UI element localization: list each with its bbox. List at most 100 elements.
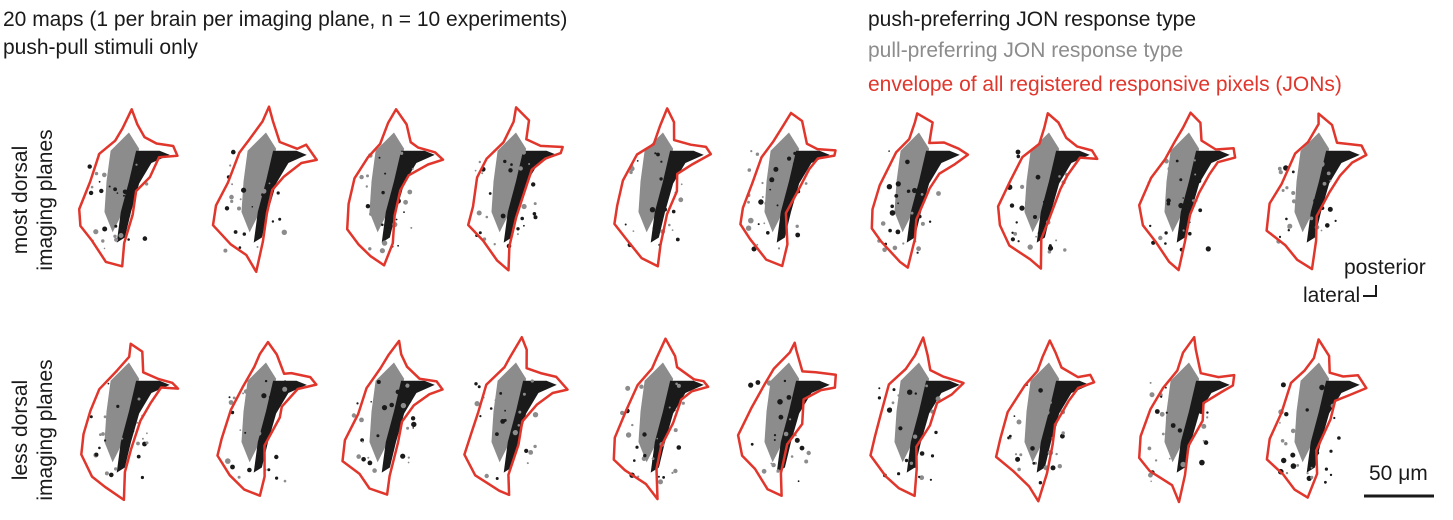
envelope-outline: [216, 340, 318, 497]
pixel-speckle: [747, 168, 752, 172]
push-region: [776, 150, 830, 243]
pixel-speckle: [242, 392, 245, 395]
pixel-speckle: [877, 396, 882, 400]
pixel-speckle: [1334, 219, 1337, 222]
pixel-speckle: [1307, 168, 1313, 174]
envelope-outline: [77, 108, 179, 268]
pull-region: [1024, 132, 1060, 233]
pixel-speckle: [1290, 452, 1296, 458]
pixel-speckle: [1029, 187, 1033, 191]
pixel-speckle: [264, 379, 268, 383]
pixel-speckle: [516, 233, 519, 236]
pixel-speckle: [904, 458, 909, 463]
pixel-speckle: [124, 419, 127, 421]
pixel-speckle: [389, 175, 393, 179]
pixel-speckle: [376, 434, 380, 438]
pixel-speckle: [365, 185, 368, 188]
pixel-speckle: [500, 213, 506, 219]
pixel-speckle: [1285, 186, 1289, 190]
pixel-speckle: [930, 454, 935, 458]
pixel-speckle: [756, 243, 759, 246]
pixel-speckle: [395, 218, 398, 221]
envelope-outline: [1137, 111, 1237, 272]
pixel-speckle: [901, 439, 903, 442]
pixel-speckle: [935, 396, 941, 402]
pixel-speckle: [652, 459, 655, 462]
pixel-speckle: [783, 431, 789, 437]
pixel-speckle: [1154, 409, 1160, 414]
pixel-speckle: [495, 477, 499, 480]
pixel-speckle: [1291, 191, 1296, 195]
pixel-speckle: [359, 174, 364, 180]
push-region: [1306, 380, 1360, 473]
pixel-speckle: [1306, 472, 1309, 475]
pixel-speckle: [1055, 452, 1058, 456]
pixel-speckle: [137, 397, 141, 401]
pixel-speckle: [361, 440, 364, 443]
pixel-speckle: [1203, 440, 1209, 445]
envelope-outline: [1265, 112, 1368, 271]
pixel-speckle: [484, 473, 489, 479]
pixel-speckle: [244, 431, 247, 434]
pixel-speckle: [625, 432, 632, 438]
pull-region: [241, 362, 277, 463]
pixel-speckle: [793, 181, 798, 186]
pull-region: [104, 362, 140, 463]
pixel-speckle: [1037, 160, 1040, 163]
pixel-speckle: [1015, 456, 1021, 462]
envelope-outline: [211, 105, 318, 274]
most-dorsal-map-10: [1265, 112, 1368, 271]
pixel-speckle: [381, 405, 388, 411]
pixel-speckle: [914, 208, 918, 212]
envelope-outline: [613, 107, 713, 268]
pixel-speckle: [804, 459, 809, 464]
pixel-speckle: [1206, 411, 1209, 414]
pixel-speckle: [275, 476, 279, 480]
pixel-speckle: [87, 164, 92, 169]
pixel-speckle: [521, 203, 527, 210]
pixel-speckle: [1019, 453, 1023, 457]
pixel-speckle: [481, 172, 484, 175]
pixel-speckle: [797, 480, 800, 483]
pixel-speckle: [532, 212, 537, 216]
pixel-speckle: [1202, 439, 1205, 442]
pixel-speckle: [1290, 428, 1296, 434]
push-region: [253, 150, 307, 243]
pull-region: [369, 362, 405, 463]
pixel-speckle: [1167, 166, 1172, 171]
less-dorsal-map-2: [216, 340, 318, 497]
pixel-speckle: [230, 199, 234, 203]
pixel-speckle: [892, 388, 896, 392]
pixel-speckle: [748, 217, 754, 224]
pixel-speckle: [1027, 244, 1033, 250]
pixel-speckle: [98, 180, 101, 183]
pixel-speckle: [370, 401, 373, 403]
pixel-speckle: [799, 445, 805, 451]
pixel-speckle: [228, 400, 234, 405]
pixel-speckle: [145, 441, 149, 445]
pixel-speckle: [1013, 415, 1016, 417]
envelope-outline: [463, 335, 569, 497]
pixel-speckle: [109, 472, 114, 478]
pixel-speckle: [489, 407, 493, 410]
pixel-speckle: [763, 222, 766, 225]
pixel-speckle: [1017, 467, 1021, 472]
pixel-speckle: [894, 194, 899, 198]
pixel-speckle: [914, 392, 917, 395]
pixel-speckle: [142, 236, 148, 241]
most-dorsal-map-6: [739, 111, 837, 268]
maps-row-most-dorsal: [77, 105, 1368, 274]
pixel-speckle: [1329, 179, 1332, 182]
pixel-speckle: [882, 247, 887, 253]
pixel-speckle: [675, 382, 678, 386]
pixel-speckle: [381, 240, 388, 246]
pixel-speckle: [1016, 419, 1022, 425]
pixel-speckle: [1030, 405, 1035, 410]
pixel-speckle: [478, 160, 481, 164]
pixel-speckle: [1035, 174, 1041, 180]
pixel-speckle: [252, 424, 256, 428]
pixel-speckle: [935, 392, 938, 395]
pixel-speckle: [925, 384, 928, 388]
pixel-speckle: [93, 229, 99, 235]
pixel-speckle: [1049, 401, 1052, 404]
